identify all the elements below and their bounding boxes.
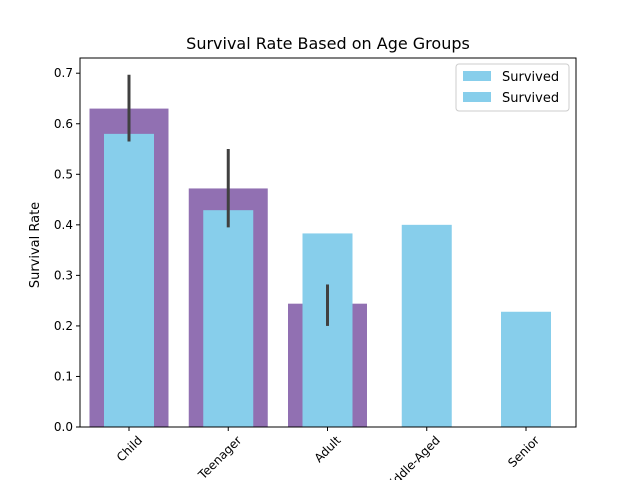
x-tick-label: Senior — [505, 433, 542, 470]
bar-child-survived — [104, 133, 154, 428]
y-tick-label: 0.6 — [54, 117, 73, 131]
x-tick-label: Middle-Aged — [380, 433, 443, 480]
x-tick-label: Adult — [312, 433, 344, 465]
x-tick-label: Teenager — [195, 433, 245, 480]
bars-layer — [89, 108, 551, 428]
bar-middle-aged-survived — [401, 224, 452, 427]
y-tick-label: 0.1 — [54, 369, 73, 383]
y-tick-label: 0.5 — [54, 167, 73, 181]
bar-adult-survived — [302, 233, 353, 427]
y-tick-label: 0.7 — [54, 66, 73, 80]
y-tick-label: 0.3 — [54, 268, 73, 282]
bar-senior-survived — [501, 311, 551, 427]
y-tick-label: 0.2 — [54, 319, 73, 333]
error-bars-layer — [127, 74, 329, 326]
x-tick-label: Child — [114, 433, 145, 464]
y-tick-label: 0.0 — [54, 420, 73, 434]
legend-swatch — [463, 92, 491, 102]
chart-title: Survival Rate Based on Age Groups — [186, 34, 470, 53]
legend-label: Survived — [502, 91, 559, 106]
bar-teenager-survived — [203, 210, 254, 427]
y-axis-label: Survival Rate — [28, 202, 43, 288]
y-tick-label: 0.4 — [54, 218, 73, 232]
legend-label: Survived — [502, 70, 559, 85]
legend-swatch — [463, 71, 491, 81]
legend: Survived Survived — [455, 63, 570, 112]
